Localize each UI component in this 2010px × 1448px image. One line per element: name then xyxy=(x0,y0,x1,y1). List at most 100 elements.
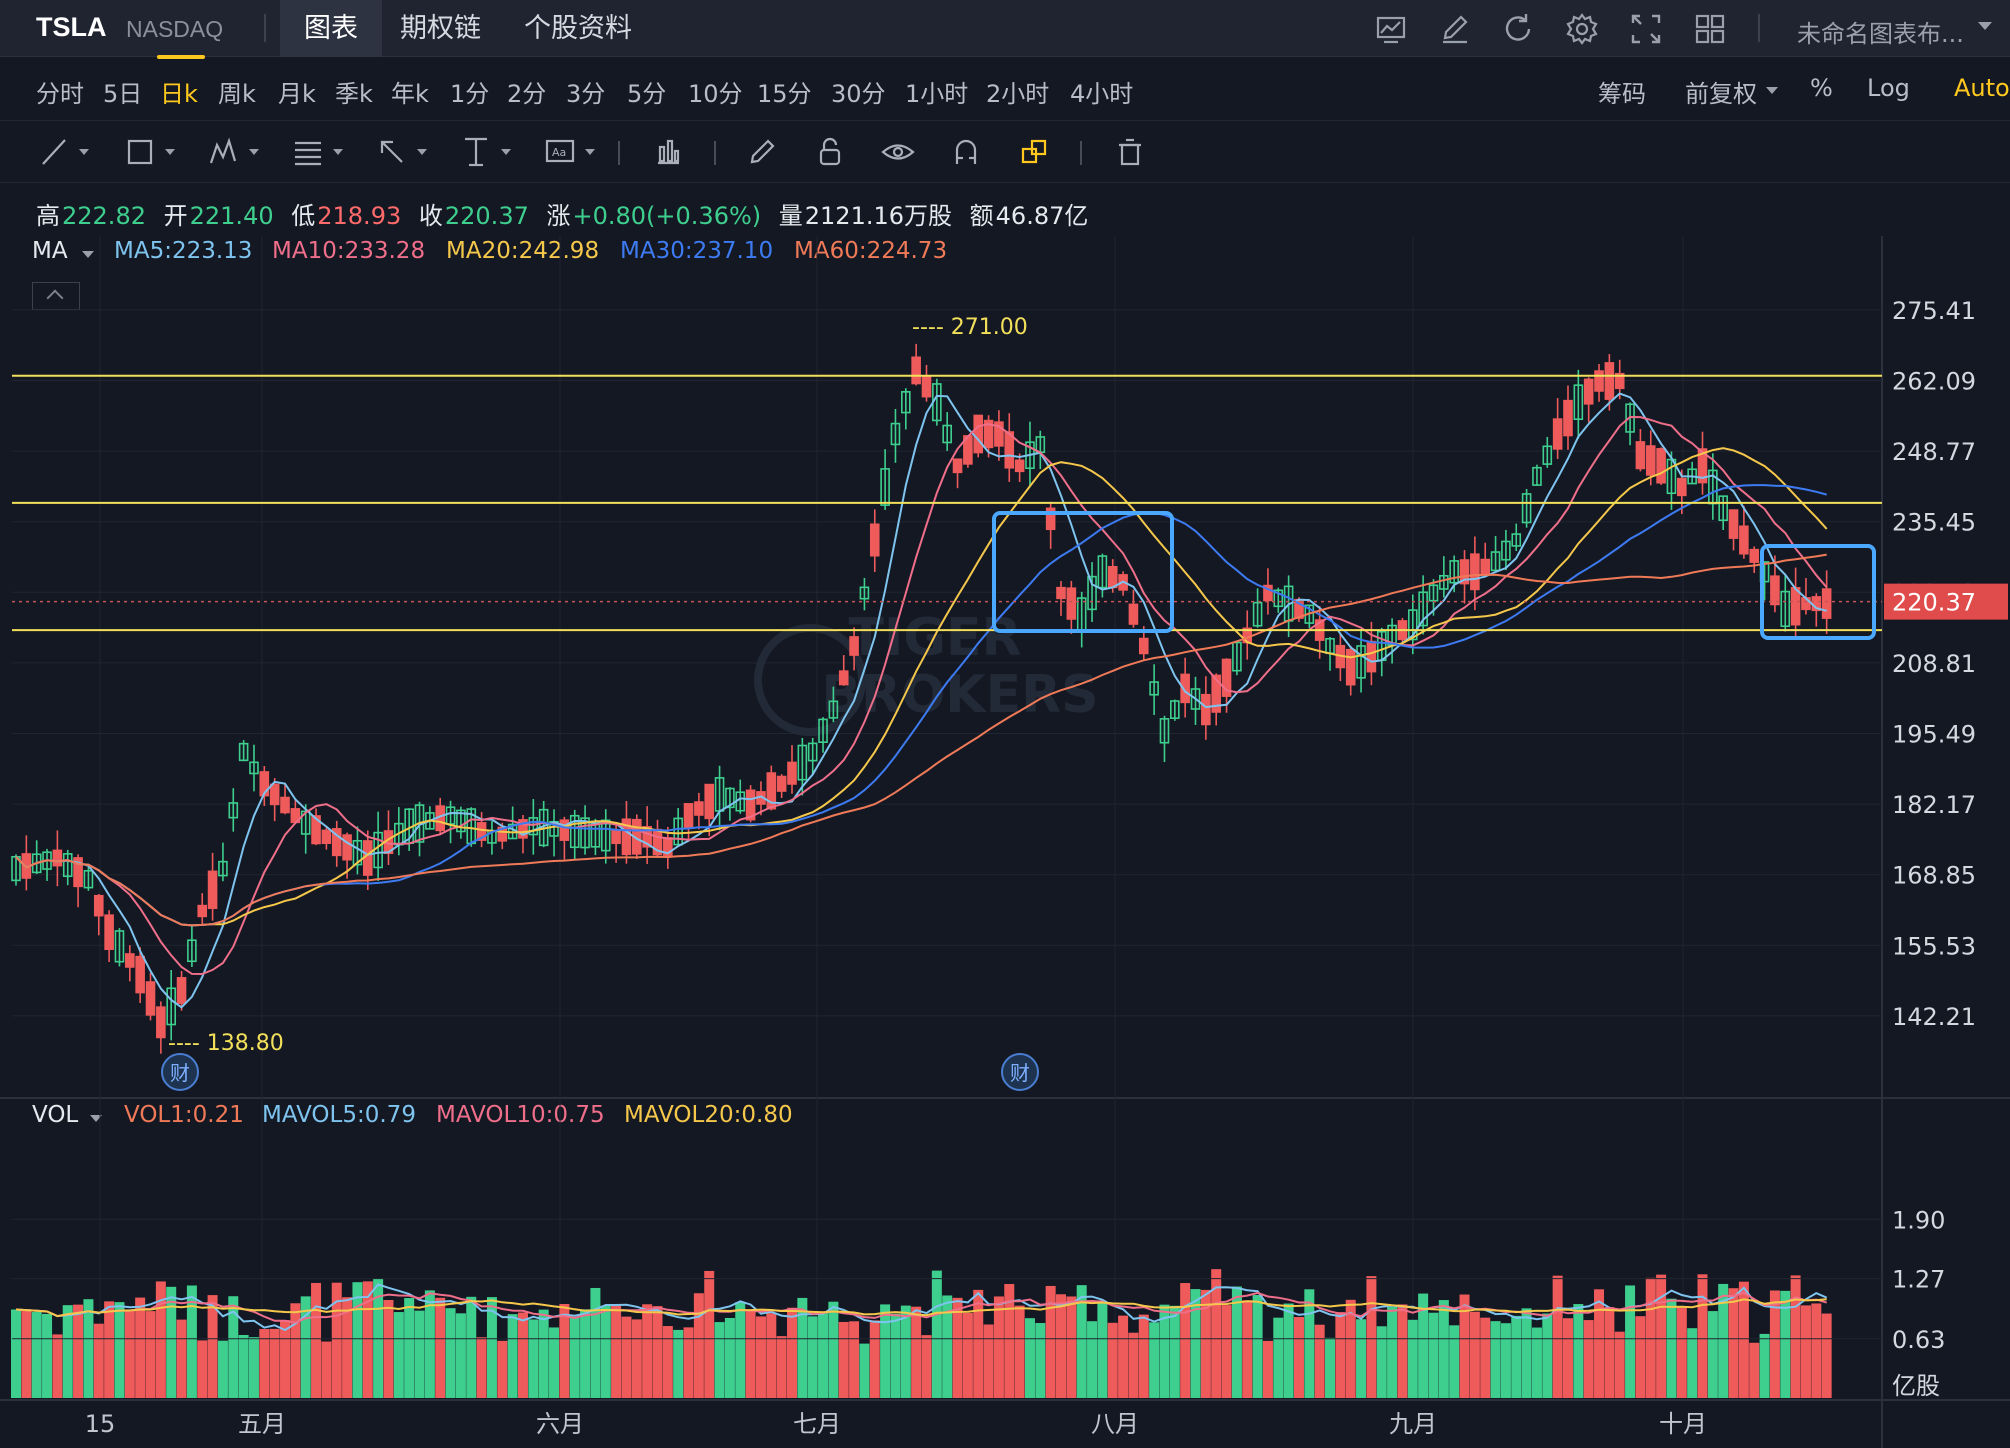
tab-options-chain[interactable]: 期权链 xyxy=(400,13,481,44)
period-14[interactable]: 1小时 xyxy=(905,80,969,108)
chevron-down-icon[interactable] xyxy=(165,149,175,155)
chevron-down-icon[interactable] xyxy=(333,149,343,155)
candle-body xyxy=(1138,637,1149,655)
candle-body xyxy=(93,894,104,917)
layout-name[interactable]: 未命名图表布... xyxy=(1797,20,1964,48)
candle-body xyxy=(1749,548,1760,563)
period-4[interactable]: 月k xyxy=(278,80,316,108)
volume-bar xyxy=(911,1306,922,1398)
fullscreen-icon[interactable] xyxy=(1628,11,1664,47)
period-8[interactable]: 2分 xyxy=(507,80,547,108)
chevron-down-icon[interactable] xyxy=(501,149,511,155)
candle-body xyxy=(942,424,952,444)
rectangle-icon[interactable] xyxy=(120,133,160,171)
chevron-down-icon[interactable] xyxy=(585,149,595,155)
volume-bar xyxy=(1697,1274,1708,1398)
chevron-down-icon[interactable] xyxy=(249,149,259,155)
period-5[interactable]: 季k xyxy=(335,80,373,108)
settings-icon[interactable] xyxy=(1564,11,1600,47)
chart-option-1[interactable]: 前复权 xyxy=(1685,80,1757,108)
arrow-icon[interactable] xyxy=(372,133,412,171)
chevron-down-icon[interactable] xyxy=(1978,22,1992,30)
chart-option-0[interactable]: 筹码 xyxy=(1598,80,1646,108)
volume-bar xyxy=(1718,1283,1729,1398)
pen-icon[interactable] xyxy=(742,133,782,171)
candle-body xyxy=(1107,565,1118,589)
refresh-icon[interactable] xyxy=(1500,11,1536,47)
layout-grid-icon[interactable] xyxy=(1692,11,1728,47)
chart-option-4[interactable]: Auto xyxy=(1954,74,2010,102)
volume-bar xyxy=(1211,1269,1222,1398)
period-10[interactable]: 5分 xyxy=(627,80,667,108)
chevron-down-icon[interactable] xyxy=(1766,87,1778,94)
period-1[interactable]: 5日 xyxy=(103,80,143,108)
bar-pattern-icon[interactable] xyxy=(648,133,688,171)
chevron-down-icon[interactable] xyxy=(90,1115,102,1122)
period-2[interactable]: 日k xyxy=(160,80,198,108)
eye-icon[interactable] xyxy=(878,133,918,171)
candle-body xyxy=(228,802,239,819)
divider xyxy=(264,14,266,42)
pattern-icon[interactable] xyxy=(204,133,244,171)
candle-body xyxy=(807,742,818,762)
period-0[interactable]: 分时 xyxy=(36,80,84,108)
volume-bar xyxy=(1676,1307,1687,1398)
volume-bar xyxy=(1738,1281,1749,1398)
ma-line-5 xyxy=(15,392,1827,1009)
tab-stock-profile[interactable]: 个股资料 xyxy=(524,13,632,44)
candle-body xyxy=(114,930,125,963)
period-12[interactable]: 15分 xyxy=(757,80,812,108)
open-value: 221.40 xyxy=(189,202,274,230)
chart-option-3[interactable]: Log xyxy=(1867,74,1910,102)
indicator-icon[interactable] xyxy=(1373,11,1409,47)
candle-body xyxy=(1263,584,1273,602)
fib-icon[interactable] xyxy=(288,133,328,171)
volume-bar xyxy=(849,1321,860,1398)
period-11[interactable]: 10分 xyxy=(688,80,743,108)
candle-body xyxy=(1583,378,1594,405)
candlestick-chart[interactable]: 275.41262.09248.77235.45222.13208.81195.… xyxy=(0,236,2010,1448)
candle-body xyxy=(187,939,197,963)
trend-line-icon[interactable] xyxy=(34,133,74,171)
vol-legend-title[interactable]: VOL xyxy=(32,1102,79,1128)
text-icon[interactable]: Aa xyxy=(540,133,580,171)
period-15[interactable]: 2小时 xyxy=(986,80,1050,108)
period-13[interactable]: 30分 xyxy=(831,80,886,108)
ma-legend-title[interactable]: MA xyxy=(32,238,68,264)
lock-icon[interactable] xyxy=(810,133,850,171)
tab-chart[interactable]: 图表 xyxy=(280,0,382,57)
price-tick-label: 235.45 xyxy=(1892,509,1976,537)
period-9[interactable]: 3分 xyxy=(566,80,606,108)
chart-option-2[interactable]: % xyxy=(1810,74,1833,102)
period-16[interactable]: 4小时 xyxy=(1070,80,1134,108)
measure-icon[interactable] xyxy=(456,133,496,171)
volume-bar xyxy=(786,1307,797,1398)
candle-body xyxy=(166,987,176,1026)
volume-bar xyxy=(890,1313,901,1398)
volume-bar xyxy=(559,1303,570,1398)
draw-icon[interactable] xyxy=(1437,11,1473,47)
candle-body xyxy=(1439,574,1449,590)
period-3[interactable]: 周k xyxy=(218,80,256,108)
magnet-icon[interactable] xyxy=(946,133,986,171)
volume-bar xyxy=(859,1343,870,1398)
volume-bar xyxy=(42,1313,53,1398)
period-6[interactable]: 年k xyxy=(391,80,429,108)
chevron-down-icon[interactable] xyxy=(82,251,94,258)
volume-bar xyxy=(166,1286,177,1398)
candle-body xyxy=(456,809,466,833)
month-label: 八月 xyxy=(1091,1410,1139,1438)
candle-body xyxy=(1770,575,1780,606)
volume-bar xyxy=(383,1299,394,1398)
chevron-down-icon[interactable] xyxy=(79,149,89,155)
trash-icon[interactable] xyxy=(1110,133,1150,171)
volume-bar xyxy=(1014,1305,1025,1398)
volume-bar xyxy=(207,1295,218,1398)
candle-body xyxy=(1697,448,1708,484)
period-7[interactable]: 1分 xyxy=(450,80,490,108)
chevron-down-icon[interactable] xyxy=(417,149,427,155)
link-icon[interactable] xyxy=(1014,133,1054,171)
volume-bar xyxy=(766,1313,777,1398)
volume-bar xyxy=(828,1301,839,1398)
candle-body xyxy=(745,789,756,821)
